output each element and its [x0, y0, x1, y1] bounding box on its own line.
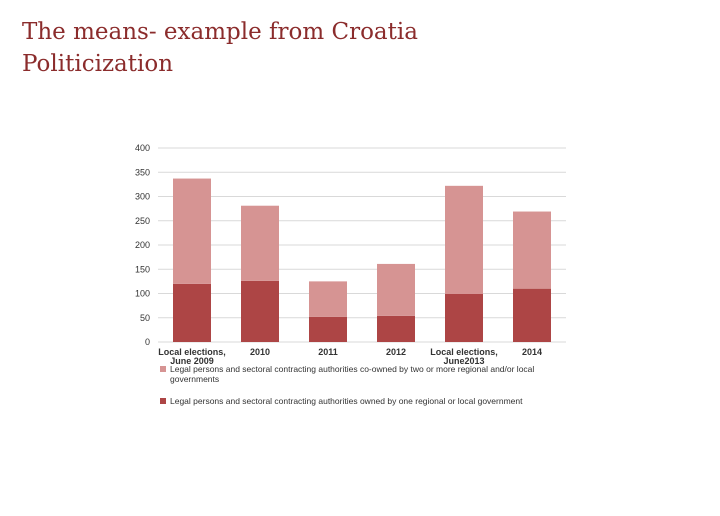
y-tick-label: 200	[135, 240, 150, 250]
bars	[173, 178, 551, 342]
x-category-label: 2011	[318, 347, 338, 357]
y-tick-label: 0	[145, 337, 150, 347]
legend-swatch-top-series	[160, 366, 166, 372]
legend-swatch-bottom-series	[160, 398, 166, 404]
title-line-2: Politicization	[22, 51, 174, 77]
y-axis-tick-labels: 0 50 100 150 200 250 300 350 400	[135, 143, 150, 347]
bar-segment-bottom	[377, 315, 415, 342]
bar-segment-top	[377, 263, 415, 316]
bar-segment-top	[445, 185, 483, 294]
y-tick-label: 300	[135, 192, 150, 202]
legend-item-top-series: Legal persons and sectoral contracting a…	[160, 364, 560, 384]
bar-segment-bottom	[241, 280, 279, 342]
title-line-1: The means- example from Croatia	[22, 19, 418, 45]
y-tick-label: 400	[135, 143, 150, 153]
x-category-label: 2014	[522, 347, 542, 357]
y-tick-label: 250	[135, 216, 150, 226]
x-category-label: Local elections, June 2009	[158, 347, 226, 366]
y-tick-label: 350	[135, 167, 150, 177]
legend-label-top-series: Legal persons and sectoral contracting a…	[170, 364, 535, 384]
slide-title: The means- example from Croatia Politici…	[22, 16, 418, 80]
grid-lines	[158, 147, 566, 343]
bar-segment-top	[173, 178, 211, 284]
x-category-label: 2010	[250, 347, 270, 357]
bar-segment-top	[241, 205, 279, 281]
bar-segment-bottom	[513, 288, 551, 342]
x-category-label: 2012	[386, 347, 406, 357]
bar-segment-bottom	[173, 283, 211, 342]
y-tick-label: 50	[140, 313, 150, 323]
y-tick-label: 100	[135, 289, 150, 299]
bar-segment-top	[513, 211, 551, 289]
legend-label-bottom-series: Legal persons and sectoral contracting a…	[170, 396, 523, 406]
y-tick-label: 150	[135, 264, 150, 274]
legend-item-bottom-series: Legal persons and sectoral contracting a…	[160, 396, 560, 406]
legend: Legal persons and sectoral contracting a…	[160, 364, 560, 406]
x-category-label: Local elections, June2013	[430, 347, 498, 366]
bar-segment-bottom	[445, 293, 483, 342]
bar-segment-top	[309, 281, 347, 317]
bar-segment-bottom	[309, 316, 347, 342]
x-axis-category-labels: Local elections, June 2009 2010 2011 2012 Loc…	[158, 347, 542, 366]
